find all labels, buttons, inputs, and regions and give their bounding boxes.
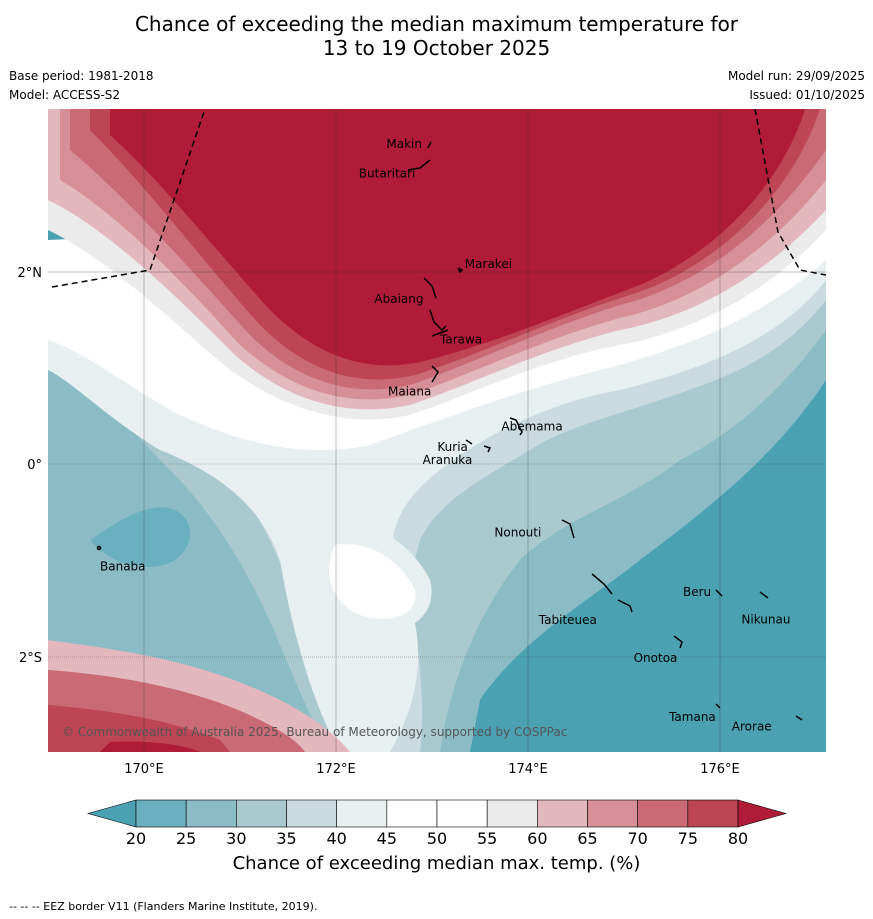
island-marakei [457,267,464,274]
colorbar-tick-label: 35 [276,829,296,848]
colorbar-tick-label: 55 [477,829,497,848]
island-tabiteuea [591,573,633,613]
colorbar-swatch [537,799,588,828]
colorbar-swatch [135,799,187,828]
place-label: Tabiteuea [538,613,597,627]
colorbar-tick-label: 80 [728,829,748,848]
lon-tick-label: 170°E [124,762,164,777]
colorbar-swatch [286,799,337,828]
chart-title: Chance of exceeding the median maximum t… [0,12,873,60]
colorbar-tick-label: 30 [226,829,246,848]
island-abemama [509,417,523,436]
colorbar-swatch [336,799,388,828]
colorbar-swatch [436,799,488,828]
place-label: Aranuka [423,453,473,467]
contour-80 [110,109,805,366]
place-label: Butaritari [359,166,416,180]
colorbar-extend-high [737,799,788,828]
island-nonouti [561,519,575,539]
lon-tick-label: 174°E [508,762,548,777]
island-kuria [465,439,473,445]
island-banaba [96,545,102,551]
place-label: Onotoa [634,651,678,665]
place-label: Makin [386,137,422,151]
gridlines [48,109,826,752]
model-run: Model run: 29/09/2025 [727,69,865,83]
colorbar-label: Chance of exceeding median max. temp. (%… [232,853,641,874]
colorbar-tick-label: 65 [577,829,597,848]
colorbar-tick-label: 25 [176,829,196,848]
colorbar-swatch [687,799,739,828]
island-tamana [715,703,721,709]
island-maiana [431,365,439,383]
place-label: Nikunau [741,612,790,626]
colorbar-tick-label: 45 [377,829,397,848]
colorbar-tick-label: 50 [427,829,447,848]
contour-west-low [90,507,190,568]
issued-date: Issued: 01/10/2025 [749,88,865,102]
colorbar-swatch [486,799,538,828]
colorbar-tick-label: 75 [678,829,698,848]
place-label: Arorae [732,720,772,734]
island-nikunau [759,591,769,599]
island-abaiang [423,277,437,299]
colorbar-tick-label: 70 [627,829,647,848]
model-name: Model: ACCESS-S2 [9,88,121,102]
eez-border-east [754,109,826,276]
lon-tick-label: 176°E [700,762,740,777]
title-line-1: Chance of exceeding the median maximum t… [134,12,739,36]
place-label: Nonouti [494,526,541,540]
colorbar-swatch [637,799,689,828]
island-butaritari [407,159,431,171]
place-label: Kuria [437,440,468,454]
base-period: Base period: 1981-2018 [9,69,154,83]
colorbar-extend-low [86,799,137,828]
place-label: Abaiang [374,292,423,306]
island-aranuka [483,445,492,453]
island-arorae [795,715,803,721]
eez-border-west [51,109,206,288]
contour-south-80 [100,741,200,752]
lat-tick-label: 0° [27,458,42,473]
map-fill: Makin Butaritari Marakei Abaiang Tarawa Maian… [48,109,826,752]
title-line-2: 13 to 19 October 2025 [322,36,551,60]
islands [96,141,803,721]
colorbar-swatch [185,799,237,828]
contour-south-75 [48,705,230,752]
eez-borders [51,109,826,288]
map-svg: Makin Butaritari Marakei Abaiang Tarawa Maian… [18,109,826,848]
colorbar-swatch [386,799,438,828]
place-label: Tamana [668,710,716,724]
axis-labels: 170°E 172°E 174°E 176°E 2°N 0° 2°S [18,266,740,777]
place-label: Maiana [388,385,431,399]
colorbar-swatch [236,799,287,828]
place-label: Tarawa [439,333,482,347]
eez-legend-footer: -- -- -- EEZ border V11 (Flanders Marine… [9,900,318,913]
lat-tick-label: 2°N [18,266,43,281]
lat-tick-label: 2°S [19,651,42,666]
contour-pocket-inner [329,544,416,619]
place-label: Abemama [501,420,562,434]
colorbar-tick-label: 40 [326,829,346,848]
colorbar-tick-label: 20 [126,829,146,848]
place-labels: Makin Butaritari Marakei Abaiang Tarawa Maian… [100,137,790,733]
island-beru [715,589,723,597]
island-makin [427,141,432,149]
place-label: Banaba [100,559,146,573]
lon-tick-label: 172°E [316,762,356,777]
colorbar-tick-label: 60 [527,829,547,848]
copyright-notice: © Commonwealth of Australia 2025, Bureau… [62,725,567,739]
colorbar-swatch [587,799,638,828]
island-tarawa [429,309,449,337]
place-label: Beru [683,585,711,599]
colorbar: 20 25 30 35 40 45 50 55 60 65 70 75 80 [86,799,788,848]
place-label: Marakei [465,257,512,271]
island-onotoa [673,635,683,649]
